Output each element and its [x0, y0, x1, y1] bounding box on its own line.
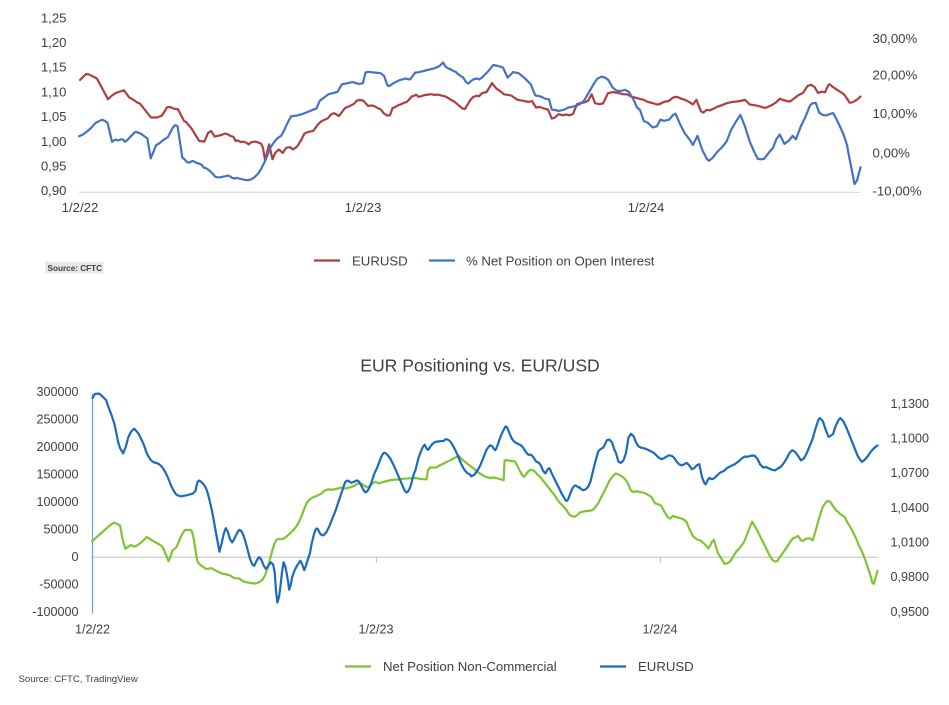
svg-text:300000: 300000: [36, 385, 78, 399]
svg-text:1,0100: 1,0100: [891, 536, 930, 550]
svg-text:1/2/22: 1/2/22: [62, 200, 99, 215]
svg-text:1,10: 1,10: [41, 84, 67, 99]
svg-text:1,20: 1,20: [41, 35, 67, 50]
svg-text:-10,00%: -10,00%: [873, 184, 922, 199]
svg-text:1/2/22: 1/2/22: [75, 623, 110, 637]
svg-text:EUR Positioning vs. EUR/USD: EUR Positioning vs. EUR/USD: [360, 356, 600, 376]
svg-text:50000: 50000: [43, 522, 78, 536]
svg-text:EURUSD: EURUSD: [638, 659, 694, 674]
svg-text:0,9800: 0,9800: [891, 570, 930, 584]
svg-text:1,0700: 1,0700: [891, 466, 930, 480]
svg-text:0,9500: 0,9500: [891, 605, 930, 619]
svg-text:1,1000: 1,1000: [891, 432, 930, 446]
svg-text:100000: 100000: [36, 495, 78, 509]
svg-text:Source: CFTC, TradingView: Source: CFTC, TradingView: [19, 674, 138, 685]
svg-text:Source: CFTC: Source: CFTC: [48, 264, 103, 273]
svg-text:1/2/23: 1/2/23: [358, 623, 393, 637]
svg-text:30,00%: 30,00%: [873, 31, 918, 46]
svg-text:10,00%: 10,00%: [873, 106, 918, 121]
svg-text:EURUSD: EURUSD: [352, 253, 408, 268]
svg-text:-50000: -50000: [39, 577, 78, 591]
svg-text:0,90: 0,90: [41, 183, 67, 198]
svg-text:1,0400: 1,0400: [891, 501, 930, 515]
svg-text:250000: 250000: [36, 413, 78, 427]
svg-text:1/2/24: 1/2/24: [642, 623, 677, 637]
svg-text:0: 0: [71, 550, 78, 564]
svg-text:20,00%: 20,00%: [873, 68, 918, 83]
svg-text:1,25: 1,25: [41, 10, 67, 25]
svg-text:% Net Position on Open Interes: % Net Position on Open Interest: [466, 253, 655, 268]
svg-text:1,1300: 1,1300: [891, 397, 930, 411]
svg-text:1,15: 1,15: [41, 60, 67, 75]
svg-text:0,00%: 0,00%: [873, 145, 911, 160]
svg-text:1,05: 1,05: [41, 109, 67, 124]
svg-text:200000: 200000: [36, 440, 78, 454]
svg-text:1,00: 1,00: [41, 134, 67, 149]
svg-text:150000: 150000: [36, 468, 78, 482]
svg-text:1/2/23: 1/2/23: [345, 200, 382, 215]
svg-text:Net Position Non-Commercial: Net Position Non-Commercial: [383, 659, 557, 674]
svg-text:-100000: -100000: [32, 605, 78, 619]
svg-text:0,95: 0,95: [41, 159, 67, 174]
svg-text:1/2/24: 1/2/24: [628, 200, 665, 215]
